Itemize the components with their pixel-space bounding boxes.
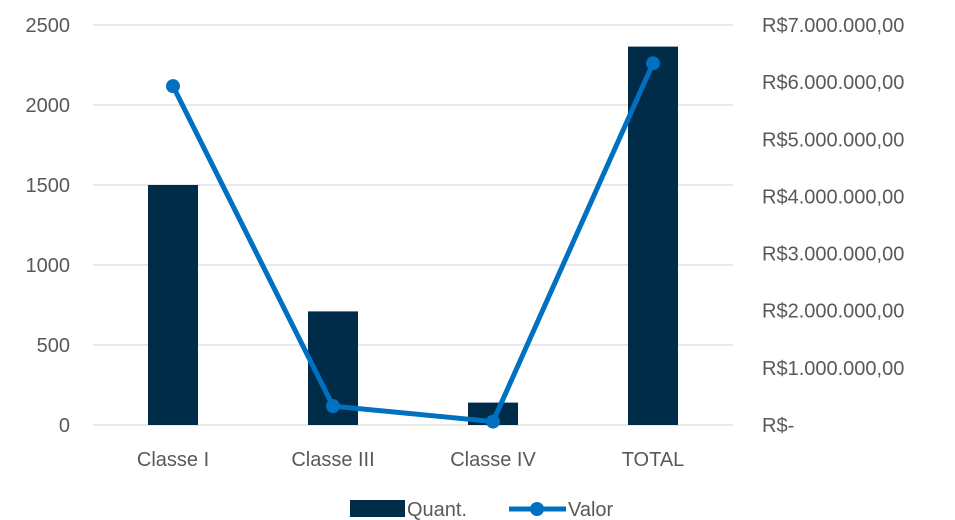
category-tick-label: Classe III xyxy=(291,449,374,471)
right-y-axis: R$- R$1.000.000,00 R$2.000.000,00 R$3.000.0… xyxy=(762,15,904,437)
bar-series-quant xyxy=(148,46,678,425)
category-tick-label: Classe IV xyxy=(450,449,536,471)
category-tick-label: TOTAL xyxy=(622,449,685,471)
legend-swatch-valor-marker xyxy=(530,502,544,516)
gridlines xyxy=(93,24,733,426)
line-valor xyxy=(170,62,656,425)
left-tick-label: 0 xyxy=(59,415,70,437)
right-tick-label: R$1.000.000,00 xyxy=(762,358,904,380)
point-valor xyxy=(646,56,660,71)
right-tick-label: R$5.000.000,00 xyxy=(762,129,904,151)
category-tick-label: Classe I xyxy=(137,449,209,471)
left-tick-label: 2500 xyxy=(26,15,71,37)
point-valor xyxy=(166,79,180,94)
right-tick-label: R$2.000.000,00 xyxy=(762,301,904,323)
point-valor xyxy=(326,399,340,414)
left-tick-label: 2000 xyxy=(26,95,71,117)
left-tick-label: 1000 xyxy=(26,255,71,277)
bar-quant xyxy=(628,46,678,425)
left-y-axis: 0 500 1000 1500 2000 2500 xyxy=(26,15,71,437)
legend-swatch-quant xyxy=(350,500,405,517)
line-series-valor xyxy=(166,56,660,429)
right-tick-label: R$3.000.000,00 xyxy=(762,244,904,266)
point-valor xyxy=(486,414,500,429)
bar-quant xyxy=(148,185,198,425)
legend-label-quant: Quant. xyxy=(407,499,467,520)
legend-label-valor: Valor xyxy=(568,499,614,520)
right-tick-label: R$- xyxy=(762,415,794,437)
left-tick-label: 500 xyxy=(37,335,70,357)
left-tick-label: 1500 xyxy=(26,175,71,197)
right-tick-label: R$7.000.000,00 xyxy=(762,15,904,37)
legend: Quant. Valor xyxy=(350,499,614,520)
right-tick-label: R$4.000.000,00 xyxy=(762,186,904,208)
category-axis: Classe I Classe III Classe IV TOTAL xyxy=(137,449,684,471)
right-tick-label: R$6.000.000,00 xyxy=(762,72,904,94)
